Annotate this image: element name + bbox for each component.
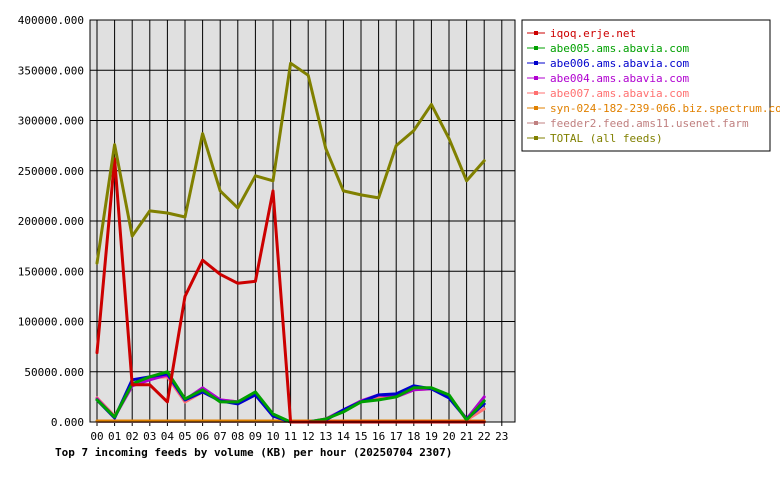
x-tick-label: 07 — [214, 430, 227, 443]
series-line-7 — [95, 61, 486, 265]
x-tick-label: 15 — [354, 430, 367, 443]
legend-marker — [534, 121, 538, 125]
legend-label: abe007.ams.abavia.com — [550, 87, 689, 100]
x-tick-label: 06 — [196, 430, 209, 443]
legend-marker — [534, 46, 538, 50]
legend-marker — [534, 61, 538, 65]
legend-marker — [534, 91, 538, 95]
x-tick-label: 03 — [143, 430, 156, 443]
x-tick-label: 19 — [425, 430, 438, 443]
legend-box — [521, 19, 771, 152]
y-tick-label: 0.000 — [51, 416, 84, 429]
x-tick-label: 12 — [302, 430, 315, 443]
x-tick-label: 09 — [249, 430, 262, 443]
legend-label: syn-024-182-239-066.biz.spectrum.com — [550, 102, 780, 115]
legend-marker — [534, 136, 538, 140]
x-tick-label: 18 — [407, 430, 420, 443]
x-tick-label: 22 — [478, 430, 491, 443]
y-tick-label: 50000.000 — [24, 366, 84, 379]
x-tick-label: 08 — [231, 430, 244, 443]
legend: iqoq.erje.net abe005.ams.abavia.com abe006… — [521, 19, 780, 152]
y-axis-tick-labels: 0.000 50000.000 100000.000 150000.000 200000… — [18, 14, 84, 429]
x-tick-label: 23 — [495, 430, 508, 443]
plot-frame — [89, 19, 516, 423]
x-tick-label: 11 — [284, 430, 297, 443]
y-tick-label: 150000.000 — [18, 265, 84, 278]
x-tick-label: 05 — [178, 430, 191, 443]
y-tick-label: 250000.000 — [18, 165, 84, 178]
x-axis-tick-labels: 00 01 02 03 04 05 06 07 08 09 10 11 12 13 14 15 16 17 18 19… — [90, 430, 508, 443]
chart-title: Top 7 incoming feeds by volume (KB) per … — [55, 446, 452, 459]
x-tick-label: 14 — [337, 430, 351, 443]
x-tick-label: 00 — [90, 430, 103, 443]
x-tick-label: 01 — [108, 430, 121, 443]
y-tick-label: 300000.000 — [18, 115, 84, 128]
x-tick-label: 16 — [372, 430, 385, 443]
legend-label: iqoq.erje.net — [550, 27, 636, 40]
legend-label: abe005.ams.abavia.com — [550, 42, 689, 55]
x-tick-label: 10 — [266, 430, 279, 443]
x-tick-label: 13 — [319, 430, 332, 443]
y-tick-label: 350000.000 — [18, 64, 84, 77]
x-tick-label: 02 — [126, 430, 139, 443]
y-tick-label: 400000.000 — [18, 14, 84, 27]
x-tick-label: 04 — [161, 430, 175, 443]
x-tick-label: 17 — [390, 430, 403, 443]
x-tick-label: 20 — [442, 430, 455, 443]
legend-marker — [534, 106, 538, 110]
x-tick-label: 21 — [460, 430, 473, 443]
y-tick-label: 100000.000 — [18, 316, 84, 329]
legend-label: TOTAL (all feeds) — [550, 132, 663, 145]
legend-label: abe006.ams.abavia.com — [550, 57, 689, 70]
legend-marker — [534, 76, 538, 80]
legend-marker — [534, 31, 538, 35]
y-tick-label: 200000.000 — [18, 215, 84, 228]
legend-label: abe004.ams.abavia.com — [550, 72, 689, 85]
legend-label: feeder2.feed.ams11.usenet.farm — [550, 117, 749, 130]
